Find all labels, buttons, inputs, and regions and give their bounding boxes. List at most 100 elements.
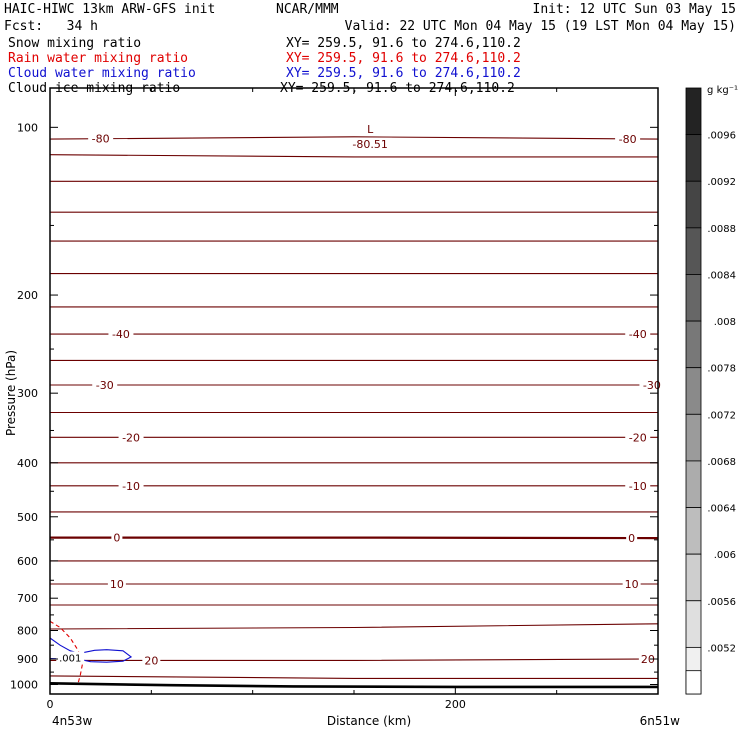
temperature-contour-label: -80: [619, 133, 637, 146]
header-line1-left: HAIC-HIWC 13km ARW-GFS init: [4, 2, 216, 17]
colorbar-label: .0096: [707, 131, 736, 142]
field-cloudwater-xy: XY= 259.5, 91.6 to 274.6,110.2: [286, 66, 521, 81]
colorbar-swatch: [685, 87, 702, 136]
colorbar-label: .0072: [707, 410, 736, 421]
contour-label-bg: [142, 654, 161, 667]
temperature-contour-label: -40: [112, 328, 130, 341]
contour-label-bg: [625, 328, 651, 341]
temperature-contour-label: -30: [96, 379, 114, 392]
y-tick-label: 700: [17, 592, 38, 605]
temperature-contour-label: -30: [643, 379, 661, 392]
terrain-surface-line: [49, 682, 658, 689]
colorbar-label: .006: [714, 550, 736, 561]
contour-label-bg: [56, 651, 85, 664]
field-rain-xy: XY= 259.5, 91.6 to 274.6,110.2: [286, 51, 521, 66]
colorbar-label: .0052: [707, 643, 736, 654]
contour-label-bg: [88, 132, 114, 145]
y-tick-label: 1000: [10, 679, 38, 692]
temperature-contour: [50, 658, 659, 661]
colorbar-swatch: [685, 413, 702, 462]
min-marker-value: -80.51: [352, 138, 387, 151]
temperature-contour-label: -10: [629, 480, 647, 493]
colorbar-label: .0088: [707, 224, 736, 235]
colorbar-unit: g kg⁻¹: [707, 85, 738, 96]
colorbar-swatch: [685, 320, 702, 369]
temperature-contour: [49, 675, 658, 679]
colorbar-swatch: [685, 134, 702, 182]
temperature-contour: [49, 136, 659, 140]
temperature-contour-label: 10: [110, 578, 124, 591]
colorbar-label: .0064: [707, 504, 736, 515]
x-tick-label: 200: [445, 698, 466, 711]
contour-label-bg: [118, 479, 144, 492]
contour-label-bg: [108, 328, 134, 341]
x-tick-label: 0: [47, 698, 54, 711]
field-rain-label: Rain water mixing ratio: [8, 51, 189, 66]
contour-label-bg: [625, 431, 651, 444]
contour-label-bg: [626, 532, 638, 545]
field-cloudwater-label: Cloud water mixing ratio: [8, 66, 196, 81]
header-line1-mid: NCAR/MMM: [276, 2, 339, 17]
cloud-water-contour-label: .001: [59, 653, 81, 664]
contour-label-bg: [346, 137, 393, 150]
cloud-water-contour: [77, 649, 133, 663]
y-tick-label: 100: [17, 121, 38, 134]
temperature-contour-label: -20: [122, 431, 140, 444]
temperature-contour: [49, 154, 658, 158]
temperature-contour-label: -40: [629, 328, 647, 341]
temperature-contour-label: 20: [641, 653, 655, 666]
y-tick-label: 800: [17, 625, 38, 638]
field-snow-label: Snow mixing ratio: [8, 36, 142, 51]
rain-water-contour: [49, 620, 83, 683]
y-tick-label: 400: [17, 457, 38, 470]
colorbar-swatch: [685, 180, 702, 229]
colorbar-label: .0056: [707, 597, 736, 608]
temperature-contour-label: 10: [625, 578, 639, 591]
x-axis-title: Distance (km): [327, 714, 411, 728]
contour-label-bg: [625, 479, 651, 492]
contour-label-bg: [118, 431, 144, 444]
temperature-contour-label: -10: [122, 480, 140, 493]
plot-frame: [49, 87, 659, 695]
temperature-contour: [49, 623, 659, 630]
colorbar-swatch: [685, 507, 702, 555]
field-snow-xy: XY= 259.5, 91.6 to 274.6,110.2: [286, 36, 521, 51]
colorbar-swatch: [685, 227, 702, 275]
contour-label-bg: [107, 577, 126, 590]
colorbar-swatch: [685, 367, 702, 415]
colorbar-swatch: [685, 670, 702, 695]
header-line1-right: Init: 12 UTC Sun 03 May 15: [532, 2, 737, 17]
contour-label-bg: [638, 653, 657, 666]
colorbar-label: .008: [714, 317, 736, 328]
contour-label-bg: [92, 378, 118, 391]
colorbar-swatch: [685, 553, 702, 602]
temperature-contour-label: 0: [113, 532, 120, 545]
x-endpoint-label-right: 6n51w: [640, 714, 681, 728]
y-tick-label: 300: [17, 387, 38, 400]
colorbar-label: .0084: [707, 270, 736, 281]
y-tick-label: 900: [17, 653, 38, 666]
colorbar-label: .0078: [707, 364, 736, 375]
temperature-contour-label: -20: [629, 431, 647, 444]
colorbar-label: .0068: [707, 457, 736, 468]
temperature-contour-label: 0: [628, 532, 635, 545]
colorbar-swatch: [685, 460, 702, 508]
contour-label-bg: [111, 531, 123, 544]
contour-label-bg: [615, 132, 641, 145]
temperature-contour-label: -80: [92, 133, 110, 146]
colorbar-swatch: [685, 600, 702, 648]
y-axis-title: Pressure (hPa): [4, 350, 18, 436]
header-line2-left: Fcst: 34 h: [4, 19, 98, 34]
y-tick-label: 500: [17, 511, 38, 524]
x-endpoint-label-left: 4n53w: [52, 714, 93, 728]
temperature-contour-label: 20: [144, 654, 158, 667]
colorbar-label: .0092: [707, 177, 736, 188]
y-tick-label: 200: [17, 289, 38, 302]
contour-label-bg: [622, 577, 641, 590]
temperature-contour: [50, 536, 659, 540]
y-tick-label: 600: [17, 555, 38, 568]
header-line2-right: Valid: 22 UTC Mon 04 May 15 (19 LST Mon …: [344, 19, 736, 34]
min-marker-letter: L: [367, 123, 374, 136]
colorbar-swatch: [685, 274, 702, 322]
